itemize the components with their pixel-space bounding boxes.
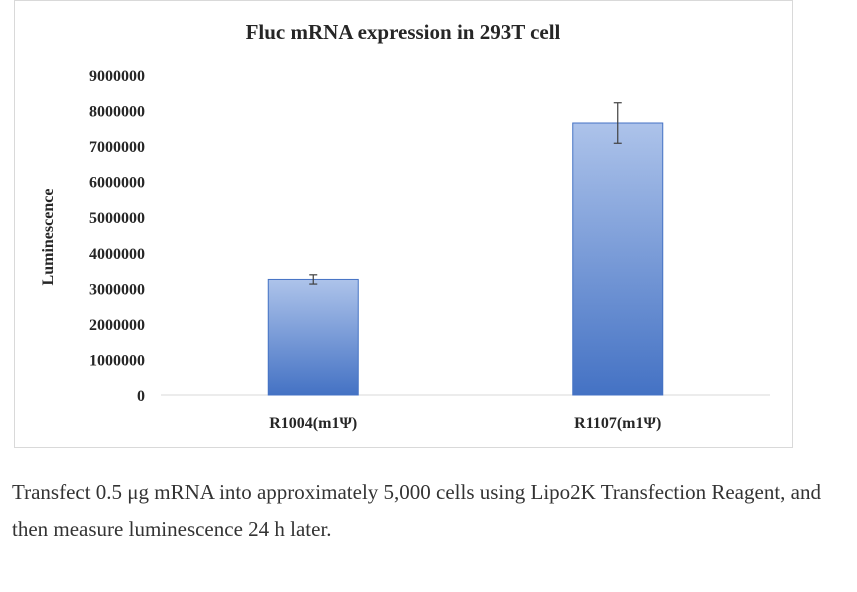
y-axis-label: Luminescence: [40, 189, 57, 286]
y-tick-label: 4000000: [89, 246, 145, 263]
error-bar: [309, 274, 318, 285]
x-tick-label: R1107(m1Ψ): [574, 415, 661, 432]
bar-chart: Fluc mRNA expression in 293T cell Lumine…: [40, 20, 770, 432]
bar: [572, 122, 664, 396]
y-tick-labels: 0 1000000 2000000 3000000 4000000 5000000 6000…: [89, 68, 145, 405]
y-tick-label: 1000000: [89, 352, 145, 369]
caption-text: Transfect 0.5 μg mRNA into approximately…: [12, 480, 821, 541]
y-tick-label: 9000000: [89, 68, 145, 85]
y-tick-label: 0: [137, 388, 145, 405]
x-tick-labels: R1004(m1Ψ) R1107(m1Ψ): [269, 415, 661, 432]
y-tick-label: 5000000: [89, 210, 145, 227]
chart-frame: Fluc mRNA expression in 293T cell Lumine…: [14, 0, 793, 448]
y-tick-label: 6000000: [89, 175, 145, 192]
y-tick-label: 8000000: [89, 104, 145, 121]
bars-group: [267, 102, 664, 396]
bar: [267, 278, 359, 396]
x-tick-label: R1004(m1Ψ): [269, 415, 357, 432]
y-tick-label: 2000000: [89, 317, 145, 334]
y-tick-label: 7000000: [89, 139, 145, 156]
chart-title: Fluc mRNA expression in 293T cell: [246, 20, 561, 44]
error-bar: [613, 102, 622, 144]
y-tick-label: 3000000: [89, 281, 145, 298]
